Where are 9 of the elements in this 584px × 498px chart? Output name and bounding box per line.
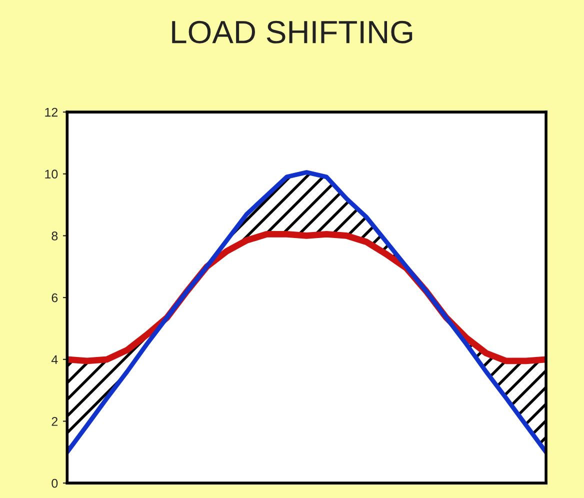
y-tick-label: 10	[45, 170, 58, 179]
y-tick-label: 2	[52, 417, 58, 426]
y-tick-label: 0	[52, 478, 58, 488]
y-tick-label: 6	[52, 293, 58, 302]
y-tick-label: 4	[51, 355, 58, 364]
y-tick-label: 8	[52, 232, 58, 240]
line-series	[67, 170, 546, 454]
chart-title: LOAD SHIFTING	[172, 20, 412, 44]
y-tick-label: 12	[45, 108, 58, 117]
